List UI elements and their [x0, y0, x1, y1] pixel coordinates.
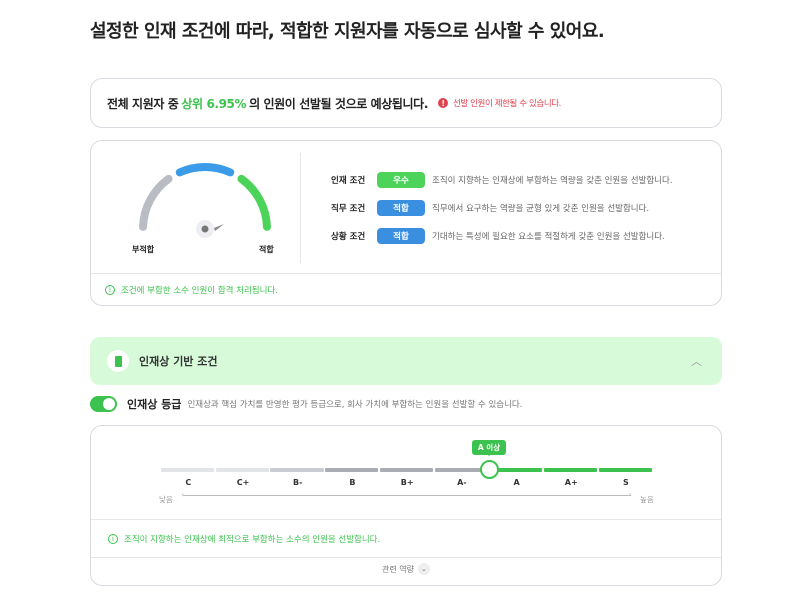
warning-text: 선발 인원이 제한될 수 있습니다.: [452, 99, 561, 109]
grade-toggle[interactable]: [90, 396, 117, 412]
fit-gauge: [139, 163, 271, 238]
condition-badge: 적합: [377, 200, 425, 216]
condition-badge: 우수: [377, 172, 425, 188]
slider-segment-B-[interactable]: [270, 468, 324, 472]
condition-desc: 조직이 지향하는 인재상에 부합하는 역량을 갖춘 인원을 선발합니다.: [432, 176, 673, 186]
condition-row-job: 직무 조건 적합 직무에서 요구하는 역량을 균형 있게 갖춘 인원을 선발합니…: [331, 200, 649, 216]
slider-segment-A[interactable]: [489, 468, 543, 472]
info-icon: i: [108, 534, 118, 544]
grade-level-label: B+: [400, 478, 414, 487]
grade-level-label: S: [623, 478, 629, 487]
grade-note-text: 조직이 지향하는 인재상에 최적으로 부합하는 소수의 인원을 선발합니다.: [124, 535, 381, 545]
condition-desc: 기대하는 특성에 필요한 요소를 적절하게 갖춘 인원을 선발합니다.: [432, 232, 665, 242]
grade-label: 인재상 등급: [127, 398, 182, 411]
slider-handle[interactable]: [480, 460, 499, 479]
grade-desc: 인재상과 핵심 가치를 반영한 평가 등급으로, 회사 가치에 부합하는 인원을…: [187, 400, 523, 410]
document-icon: [107, 350, 129, 372]
grade-card: C C+ B- B B+ A- A A+ S A 이상 낮음 ‹ › 높음 i 조직이 지향하는…: [90, 425, 722, 586]
gauge-arc-low: [139, 174, 173, 231]
section-title: 인재상 기반 조건: [139, 355, 218, 368]
gauge-hub-dot: [201, 225, 209, 233]
slider-segment-A+[interactable]: [543, 468, 598, 472]
slider-segment-B[interactable]: [325, 468, 379, 472]
slider-segment-A-[interactable]: [434, 468, 488, 472]
axis-arrow: [183, 495, 631, 496]
slider-segment-S[interactable]: [598, 468, 652, 472]
condition-label: 인재 조건: [331, 176, 366, 186]
info-icon: i: [105, 285, 115, 295]
grade-toggle-row: 인재상 등급 인재상과 핵심 가치를 반영한 평가 등급으로, 회사 가치에 부…: [90, 396, 522, 412]
chevron-down-icon: ⌄: [417, 563, 430, 575]
summary-suffix: 의 인원이 선발될 것으로 예상됩니다.: [249, 96, 428, 111]
page-title: 설정한 인재 조건에 따라, 적합한 지원자를 자동으로 심사할 수 있어요.: [90, 21, 605, 42]
axis-high-label: 높음: [640, 495, 654, 504]
grade-note: i 조직이 지향하는 인재상에 최적으로 부합하는 소수의 인원을 선발합니다.: [108, 533, 380, 545]
condition-row-situation: 상황 조건 적합 기대하는 특성에 필요한 요소를 적절하게 갖춘 인원을 선발…: [331, 228, 665, 244]
condition-badge: 적합: [377, 228, 425, 244]
evaluation-card: 부적합 적합 인재 조건 우수 조직이 지향하는 인재상에 부합하는 역량을 갖…: [90, 140, 722, 306]
gauge-low-label: 부적합: [132, 245, 155, 254]
gauge-arc-high: [237, 174, 271, 231]
divider: [91, 557, 721, 558]
condition-label: 직무 조건: [331, 204, 366, 214]
divider: [91, 273, 721, 274]
summary-warning: ! 선발 인원이 제한될 수 있습니다.: [437, 97, 561, 109]
slider-segment-C[interactable]: [161, 468, 215, 472]
divider: [91, 519, 721, 520]
axis-low-label: 낮음: [159, 495, 173, 504]
grade-level-label: C: [185, 478, 192, 487]
gauge-arc-mid: [175, 163, 235, 177]
grade-level-label: A: [513, 478, 520, 487]
slider-tooltip: A 이상: [472, 440, 506, 456]
exclamation-circle-icon: !: [437, 98, 448, 108]
grade-level-label: B-: [293, 478, 303, 487]
chevron-up-icon[interactable]: ︿: [691, 355, 702, 368]
gauge-high-label: 적합: [259, 245, 274, 254]
divider: [300, 153, 301, 263]
gauge-needle: [214, 224, 224, 231]
summary-prefix: 전체 지원자 중: [107, 96, 179, 111]
arrow-right-icon: ›: [628, 490, 632, 499]
talent-condition-section-header[interactable]: 인재상 기반 조건 ︿: [90, 337, 722, 385]
condition-label: 상황 조건: [331, 232, 366, 242]
related-competency-toggle[interactable]: 관련 역량 ⌄: [91, 563, 721, 575]
selection-summary: 전체 지원자 중 상위 6.95% 의 인원이 선발될 것으로 예상됩니다. !…: [90, 78, 722, 128]
condition-row-talent: 인재 조건 우수 조직이 지향하는 인재상에 부합하는 역량을 갖춘 인원을 선…: [331, 172, 673, 188]
condition-desc: 직무에서 요구하는 역량을 균형 있게 갖춘 인원을 선발합니다.: [432, 204, 650, 214]
related-label: 관련 역량: [382, 564, 414, 574]
eval-note-text: 조건에 부합한 소수 인원이 합격 처리됩니다.: [121, 286, 278, 296]
slider-segment-C+[interactable]: [215, 468, 269, 472]
summary-percentage: 상위 6.95%: [181, 96, 247, 111]
grade-level-label: A-: [457, 478, 467, 487]
grade-level-label: B: [349, 478, 356, 487]
grade-level-label: C+: [236, 478, 250, 487]
grade-level-label: A+: [564, 478, 578, 487]
slider-segment-B+[interactable]: [379, 468, 433, 472]
arrow-left-icon: ‹: [181, 490, 185, 499]
eval-note: i 조건에 부합한 소수 인원이 합격 처리됩니다.: [105, 284, 278, 296]
